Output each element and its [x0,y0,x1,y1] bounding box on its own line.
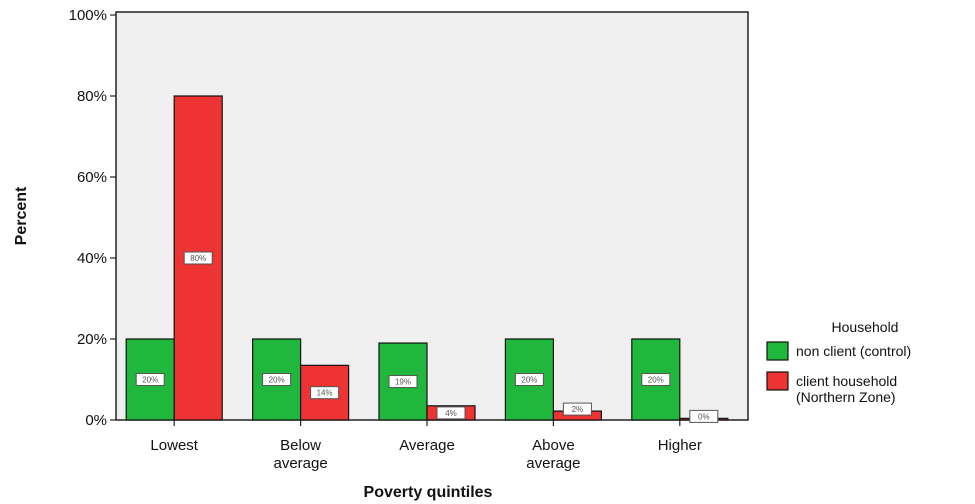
y-tick-label: 0% [85,412,107,429]
data-label: 20% [648,376,664,385]
legend-label: (Northern Zone) [796,389,896,405]
x-tick-label: Above [532,437,575,454]
legend-label: non client (control) [796,343,911,359]
x-axis-title: Poverty quintiles [364,484,493,501]
data-label: 4% [445,409,457,418]
x-tick-label: Lowest [150,437,198,454]
data-label-box [183,251,213,265]
x-tick-label: Higher [658,437,702,454]
data-label-box [562,402,592,416]
x-tick-label: average [273,455,327,472]
x-tick-label: average [526,455,580,472]
data-label-box [135,373,165,386]
bar [378,342,428,421]
y-tick-label: 60% [77,169,107,186]
x-tick-label: Average [399,437,455,454]
legend-swatch [766,341,789,361]
bars: 20% 80% 20% 14% 19% 4% 20% 2% 20% 0% [125,95,729,423]
data-label-box [514,373,544,386]
data-label-box [310,386,340,400]
data-label-box [689,409,719,423]
legend-title: Household [832,319,899,335]
legend-swatch [766,371,789,391]
data-label-box [388,375,418,389]
data-label: 80% [190,254,206,263]
x-tick-label: Below [280,437,321,454]
y-tick-label: 20% [77,331,107,348]
data-label: 20% [269,376,285,385]
data-label-box [641,373,671,386]
legend-label: client household [796,373,897,389]
y-axis: 0% 20% 40% 60% 80% 100% [69,7,116,429]
y-tick-label: 80% [77,88,107,105]
data-label: 14% [317,389,333,398]
data-label: 0% [698,412,710,421]
y-axis-title: Percent [13,186,30,245]
legend: Household non client (control) client hou… [766,319,911,405]
data-label: 20% [521,376,537,385]
y-tick-label: 40% [77,250,107,267]
data-label-box [436,406,466,420]
y-tick-label: 100% [69,7,107,24]
data-label: 19% [395,378,411,387]
data-label: 20% [142,376,158,385]
data-label-box [262,373,292,386]
data-label: 2% [572,405,584,414]
